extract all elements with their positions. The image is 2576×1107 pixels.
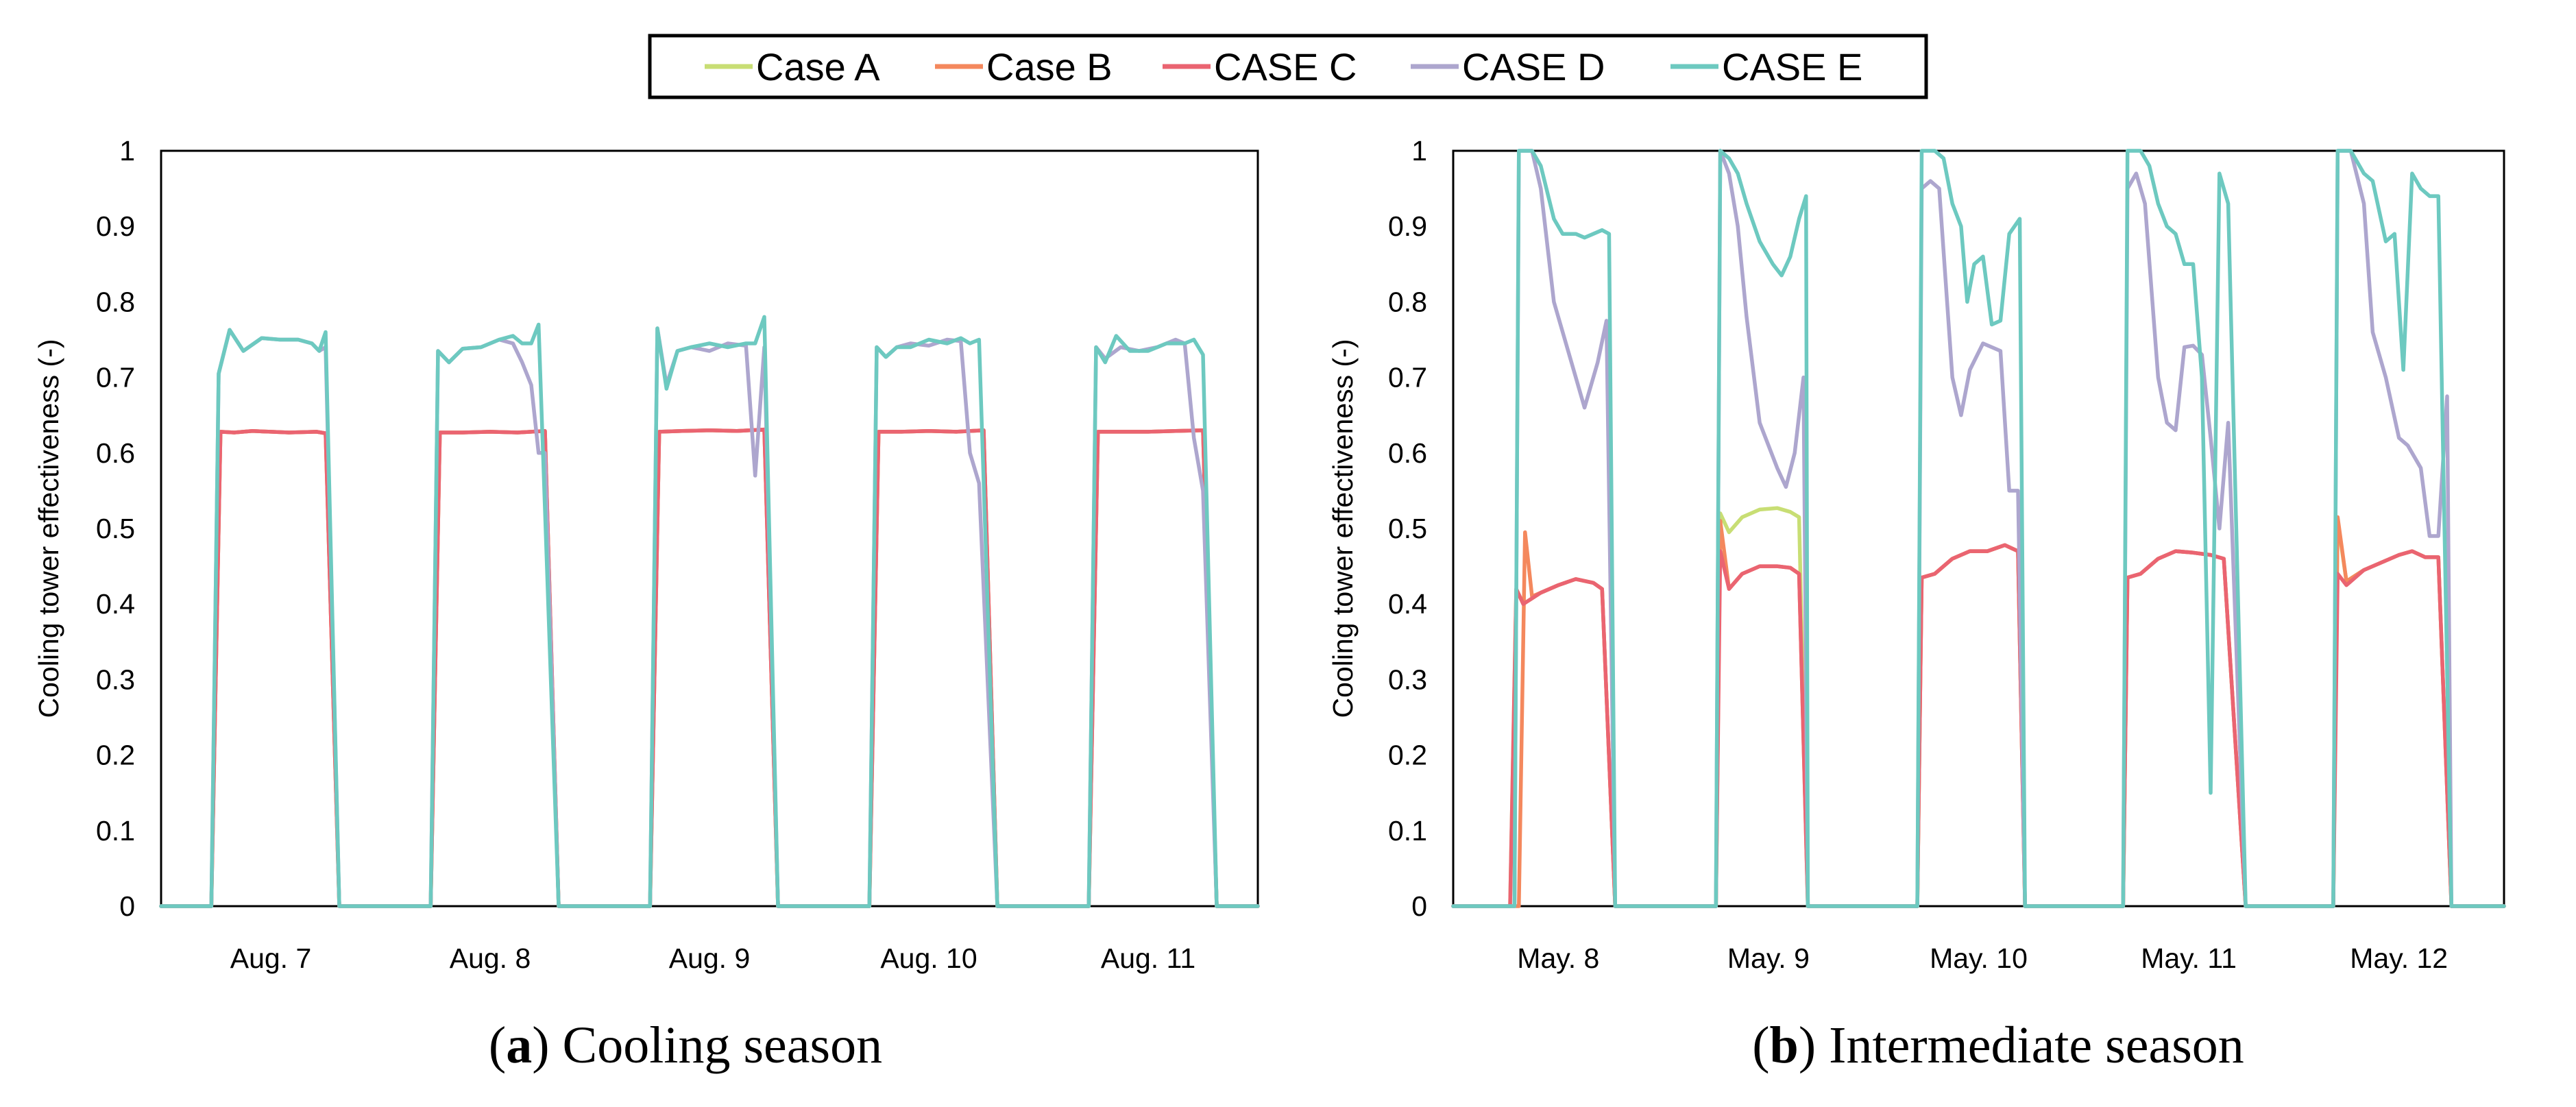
y-tick-label: 0.9 [96,210,135,242]
legend: Case A Case B CASE C CASE D CASE E [648,34,1928,99]
y-tick-label: 0.4 [96,588,135,620]
y-tick-label: 0.5 [96,513,135,544]
y-tick-label: 0.8 [96,286,135,317]
y-tick-label: 0 [119,890,135,922]
legend-label-case-a: Case A [756,45,880,88]
y-tick-label: 0.9 [1388,210,1427,242]
x-tick-label: Aug. 8 [450,942,531,974]
plot-area-frame [1452,149,2505,908]
y-axis-title: Cooling tower effectiveness (-) [1327,339,1359,718]
x-tick-label: Aug. 9 [669,942,751,974]
y-tick-label: 1 [119,135,135,167]
y-tick-label: 0.1 [96,815,135,847]
series-line-case-e [1451,149,2506,908]
y-tick-label: 0.6 [96,437,135,469]
x-tick-label: May. 12 [2350,942,2448,974]
caption-b-text: Intermediate season [1829,1017,2244,1074]
legend-label-case-d: CASE D [1462,45,1605,88]
y-tick-label: 0.3 [1388,664,1427,695]
panel-intermediate-season: 0 0.1 0.2 0.3 0.4 0.5 0.6 0.7 0.8 0.9 1 May. 8 May. … [1327,135,2506,974]
caption-a-letter: a [506,1017,532,1074]
x-tick-label: Aug. 11 [1101,942,1195,974]
legend-label-case-b: Case B [986,45,1113,88]
plot-area-frame [160,149,1259,908]
series-line-case-c [1451,543,2506,908]
y-tick-label: 0.6 [1388,437,1427,469]
x-tick-label: May. 8 [1517,942,1599,974]
series-line-case-c [159,427,1260,908]
series-line-case-e [159,315,1260,908]
y-tick-label: 0 [1411,890,1427,922]
y-tick-label: 0.7 [96,362,135,393]
x-tick-label: May. 9 [1727,942,1810,974]
y-tick-label: 1 [1411,135,1427,167]
panel-cooling-season: 0 0.1 0.2 0.3 0.4 0.5 0.6 0.7 0.8 0.9 1 Aug. 7 Aug. … [33,135,1260,974]
y-tick-label: 0.4 [1388,588,1427,620]
legend-label-case-e: CASE E [1722,45,1862,88]
caption-a: (a) Cooling season [489,1017,882,1074]
x-tick-label: Aug. 10 [880,942,977,974]
y-tick-label: 0.2 [96,740,135,771]
y-tick-label: 0.3 [96,664,135,695]
y-tick-label: 0.7 [1388,362,1427,393]
caption-b: (b) Intermediate season [1752,1017,2244,1074]
legend-label-case-c: CASE C [1214,45,1357,88]
caption-b-letter: b [1770,1017,1799,1074]
y-tick-label: 0.1 [1388,815,1427,847]
x-tick-label: Aug. 7 [230,942,312,974]
y-axis-title: Cooling tower effectiveness (-) [33,339,64,718]
y-tick-label: 0.5 [1388,513,1427,544]
y-tick-label: 0.8 [1388,286,1427,317]
x-tick-label: May. 10 [1930,942,2028,974]
y-tick-label: 0.2 [1388,740,1427,771]
x-tick-label: May. 11 [2141,942,2237,974]
caption-a-text: Cooling season [563,1017,883,1074]
